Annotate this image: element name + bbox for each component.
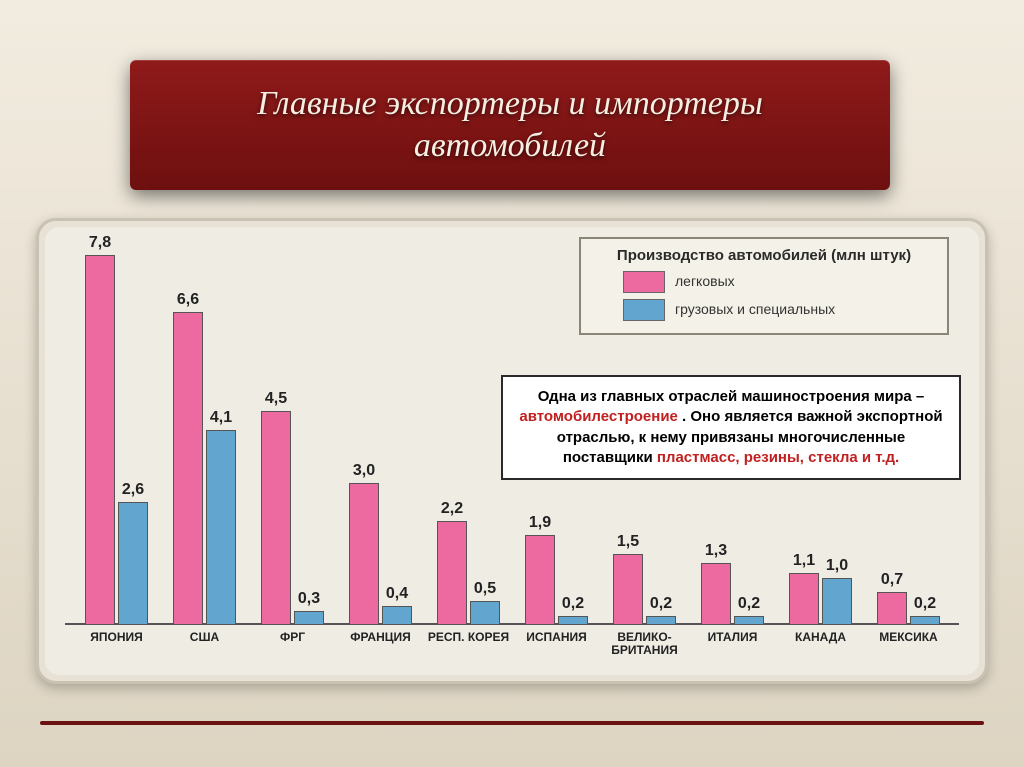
- bar-value-label: 1,9: [529, 514, 551, 532]
- x-tick-label: ФРАНЦИЯ: [336, 631, 426, 644]
- bar-series1: 1,5: [613, 554, 643, 625]
- x-tick-label: ФРГ: [248, 631, 338, 644]
- bar-series1: 2,2: [437, 521, 467, 626]
- x-tick-label: ИСПАНИЯ: [512, 631, 602, 644]
- bar-series1: 6,6: [173, 312, 203, 626]
- bar-value-label: 0,4: [386, 585, 408, 603]
- bar-group: 1,90,2ИСПАНИЯ: [525, 535, 588, 625]
- bar-value-label: 0,3: [298, 590, 320, 608]
- bar-series2: 0,5: [470, 601, 500, 625]
- bar-value-label: 0,7: [881, 571, 903, 589]
- bar-value-label: 0,2: [562, 595, 584, 613]
- bar-value-label: 7,8: [89, 234, 111, 252]
- bar-series2: 0,2: [910, 616, 940, 626]
- x-tick-label: РЕСП. КОРЕЯ: [424, 631, 514, 644]
- bar-group: 2,20,5РЕСП. КОРЕЯ: [437, 521, 500, 626]
- bar-value-label: 0,2: [914, 595, 936, 613]
- bar-series2: 0,4: [382, 606, 412, 625]
- bar-value-label: 2,6: [122, 481, 144, 499]
- bar-value-label: 1,1: [793, 552, 815, 570]
- bar-value-label: 1,5: [617, 533, 639, 551]
- chart-inner: Производство автомобилей (млн штук) легк…: [45, 227, 979, 675]
- bar-series1: 3,0: [349, 483, 379, 626]
- bar-value-label: 2,2: [441, 500, 463, 518]
- bar-series2: 0,3: [294, 611, 324, 625]
- slide: Главные экспортеры и импортеры автомобил…: [0, 0, 1024, 767]
- bar-series2: 0,2: [734, 616, 764, 626]
- callout-box: Одна из главных отраслей машиностроения …: [501, 375, 961, 480]
- bar-value-label: 6,6: [177, 291, 199, 309]
- bar-series2: 2,6: [118, 502, 148, 626]
- bar-value-label: 1,3: [705, 542, 727, 560]
- bar-series1: 1,9: [525, 535, 555, 625]
- x-tick-label: ЯПОНИЯ: [72, 631, 162, 644]
- bar-series2: 0,2: [646, 616, 676, 626]
- x-tick-label: ВЕЛИКО- БРИТАНИЯ: [600, 631, 690, 657]
- title-box: Главные экспортеры и импортеры автомобил…: [130, 60, 890, 190]
- bar-group: 7,82,6ЯПОНИЯ: [85, 255, 148, 626]
- footer-rule: [40, 721, 984, 725]
- bar-series1: 1,3: [701, 563, 731, 625]
- bar-series1: 1,1: [789, 573, 819, 625]
- bar-value-label: 0,2: [738, 595, 760, 613]
- chart-card: Производство автомобилей (млн штук) легк…: [36, 218, 988, 684]
- bar-group: 1,30,2ИТАЛИЯ: [701, 563, 764, 625]
- bar-value-label: 3,0: [353, 462, 375, 480]
- bar-series1: 7,8: [85, 255, 115, 626]
- bar-group: 6,64,1США: [173, 312, 236, 626]
- bar-group: 0,70,2МЕКСИКА: [877, 592, 940, 625]
- bar-value-label: 0,5: [474, 580, 496, 598]
- bar-group: 3,00,4ФРАНЦИЯ: [349, 483, 412, 626]
- x-tick-label: МЕКСИКА: [864, 631, 954, 644]
- bar-series2: 0,2: [558, 616, 588, 626]
- bar-group: 1,50,2ВЕЛИКО- БРИТАНИЯ: [613, 554, 676, 625]
- bar-value-label: 4,1: [210, 409, 232, 427]
- bar-series2: 1,0: [822, 578, 852, 626]
- x-tick-label: КАНАДА: [776, 631, 866, 644]
- bar-series1: 4,5: [261, 411, 291, 625]
- callout-text: Одна из главных отраслей машиностроения …: [517, 387, 945, 468]
- bar-series1: 0,7: [877, 592, 907, 625]
- bar-value-label: 1,0: [826, 557, 848, 575]
- bar-series2: 4,1: [206, 430, 236, 625]
- bar-value-label: 4,5: [265, 390, 287, 408]
- x-tick-label: ИТАЛИЯ: [688, 631, 778, 644]
- bar-group: 1,11,0КАНАДА: [789, 573, 852, 625]
- bar-value-label: 0,2: [650, 595, 672, 613]
- x-tick-label: США: [160, 631, 250, 644]
- bar-group: 4,50,3ФРГ: [261, 411, 324, 625]
- slide-title: Главные экспортеры и импортеры автомобил…: [170, 83, 850, 168]
